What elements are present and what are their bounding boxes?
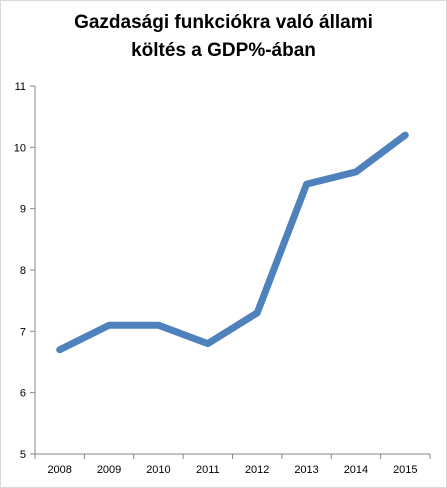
x-tick-label: 2013 <box>294 464 318 476</box>
y-tick-label: 5 <box>20 449 26 461</box>
x-tick-label: 2012 <box>245 464 269 476</box>
x-tick-label: 2015 <box>393 464 417 476</box>
chart-title-line-2: költés a GDP%-ában <box>131 40 316 61</box>
y-tick-label: 8 <box>20 265 26 277</box>
chart-title-line-1: Gazdasági funkciókra való állami <box>74 12 373 33</box>
y-tick-label: 6 <box>20 388 26 400</box>
series-group <box>56 131 409 354</box>
y-tick-label: 10 <box>14 142 26 154</box>
x-tick-label: 2010 <box>146 464 170 476</box>
x-tick-label: 2009 <box>97 464 121 476</box>
y-tick-label: 7 <box>20 326 26 338</box>
x-tick-label: 2011 <box>196 464 220 476</box>
y-axis-ticks: 5 6 7 8 9 10 11 <box>14 81 35 461</box>
x-tick-label: 2008 <box>47 464 71 476</box>
chart-title: Gazdasági funkciókra való állami költés … <box>1 9 446 65</box>
chart-axes <box>34 86 430 455</box>
series-line <box>56 131 409 354</box>
x-tick-label: 2014 <box>344 464 368 476</box>
y-tick-label: 11 <box>15 81 26 93</box>
y-tick-label: 9 <box>20 204 26 216</box>
x-axis-ticks: 2008 2009 2010 2011 2012 2013 2014 2015 <box>34 454 431 476</box>
